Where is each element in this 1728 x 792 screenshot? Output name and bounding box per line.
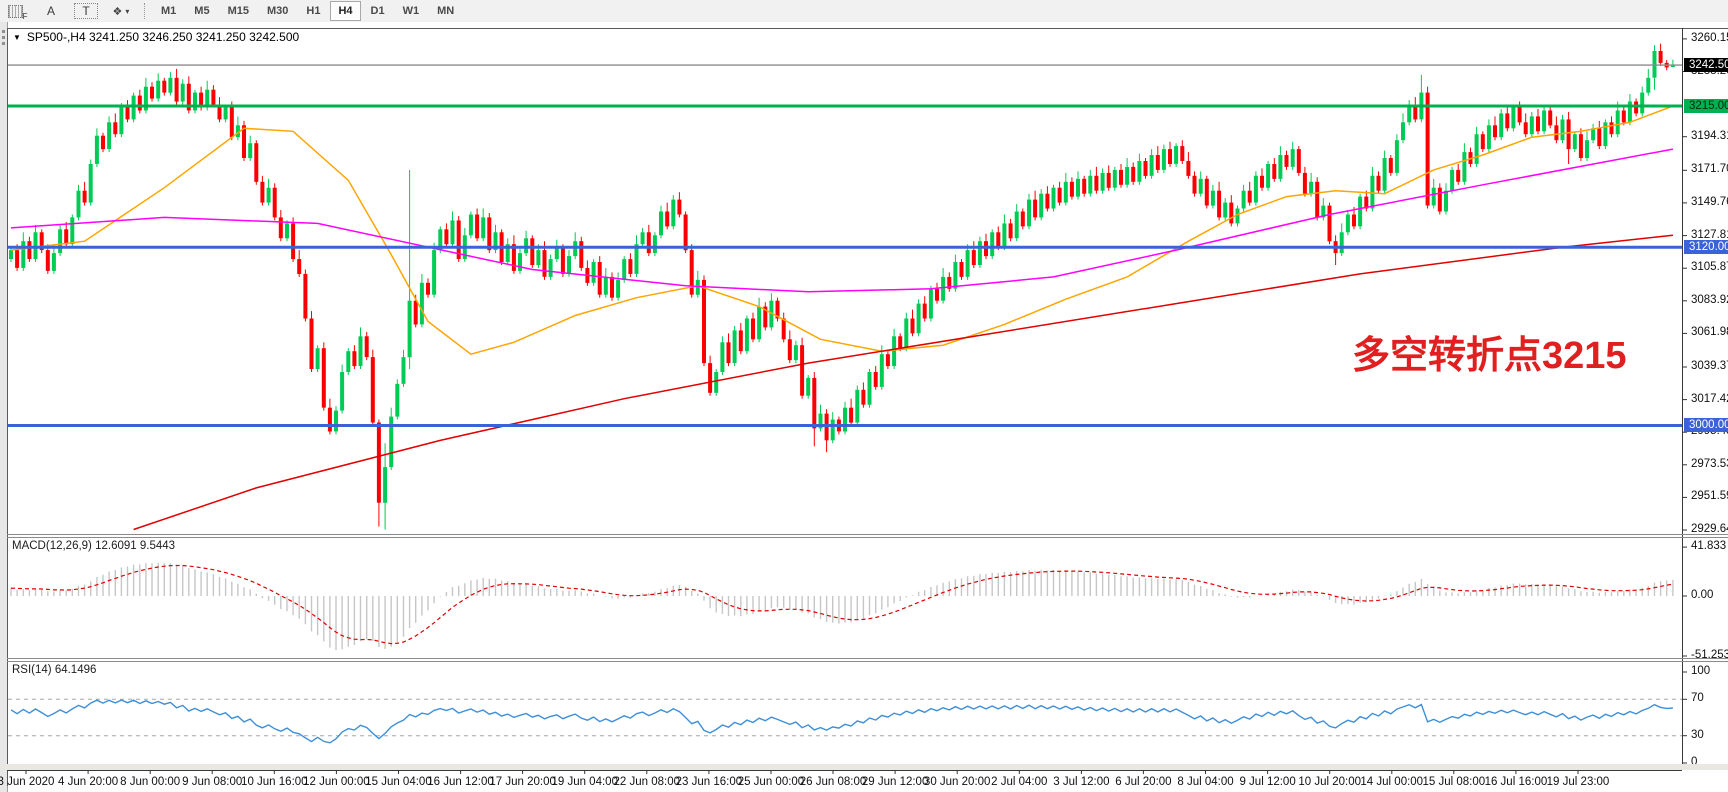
rsi-tick-label: 30 (1691, 728, 1704, 741)
time-axis-label: 16 Jun 12:00 (427, 776, 494, 788)
timeframe-button-h1[interactable]: H1 (306, 5, 321, 17)
time-axis-label: 14 Jul 00:00 (1360, 776, 1424, 788)
time-axis-label: 9 Jun 08:00 (182, 776, 243, 788)
timeframe-button-m30[interactable]: M30 (266, 5, 289, 17)
timeframe-button-m15[interactable]: M15 (227, 5, 249, 17)
timeframe-button-m5[interactable]: M5 (194, 5, 210, 17)
time-axis-label: 10 Jun 16:00 (241, 776, 308, 788)
macd-indicator-label: MACD(12,26,9) 12.6091 9.5443 (12, 540, 176, 552)
window-bottom-edge (0, 764, 1728, 770)
time-axis-label: 16 Jul 16:00 (1484, 776, 1548, 788)
macd-tick-label: -51.2535 (1691, 648, 1728, 661)
timeframe-buttons: M1 M5 M15 M30 H1 H4 D1 W1 MN (152, 1, 463, 21)
cursor-tool-button[interactable]: ❖ ▾ (110, 2, 132, 20)
time-axis-label: 23 Jun 16:00 (675, 776, 743, 788)
time-axis-label: 8 Jul 04:00 (1177, 776, 1234, 788)
chart-text-annotation: 多空转折点3215 (1352, 335, 1627, 377)
rsi-indicator-label: RSI(14) 64.1496 (12, 664, 97, 676)
symbol-collapse-icon[interactable]: ▼ (13, 32, 21, 42)
time-axis-label: 12 Jun 00:00 (303, 776, 370, 788)
letter-a-icon: A (46, 4, 55, 18)
time-axis-label: 17 Jun 20:00 (489, 776, 556, 788)
rsi-tick-label: 70 (1691, 692, 1704, 705)
price-tick-label: 3127.815 (1691, 228, 1728, 241)
price-tick-label: 3105.870 (1691, 261, 1728, 274)
crosshair-icon: ❖ (112, 5, 123, 18)
time-axis-label: 25 Jun 00:00 (737, 776, 805, 788)
time-axis-label: 26 Jun 08:00 (799, 776, 867, 788)
chart-window[interactable]: ▼ SP500-,H4 3241.250 3246.250 3241.250 3… (0, 22, 1728, 792)
price-tick-label: 3039.370 (1691, 359, 1728, 372)
price-tick-label: 3260.150 (1691, 31, 1728, 44)
price-tick-label: 3061.980 (1691, 326, 1728, 339)
price-badge-support-line: 3000.000 (1684, 418, 1728, 433)
price-tick-label: 3017.425 (1691, 392, 1728, 405)
rsi-tick-label: 100 (1691, 665, 1711, 677)
time-axis-label: 8 Jun 00:00 (120, 776, 181, 788)
letter-t-icon: T (82, 4, 90, 18)
price-tick-label: 3194.315 (1691, 129, 1728, 142)
text-tool-button[interactable]: T (74, 3, 98, 19)
time-axis-label: 2 Jul 04:00 (991, 776, 1048, 788)
chart-title-bar: ▼ SP500-,H4 3241.250 3246.250 3241.250 3… (13, 30, 299, 44)
toolbar-separator (144, 3, 146, 19)
price-badge-current-price: 3242.500 (1684, 58, 1728, 73)
price-badge-resistance-line: 3215.000 (1684, 99, 1728, 113)
time-axis-label: 10 Jul 20:00 (1298, 776, 1362, 788)
price-badge-support-line: 3120.000 (1684, 240, 1728, 255)
price-tick-label: 3083.925 (1691, 293, 1728, 306)
price-tick-label: 2951.590 (1691, 490, 1728, 503)
time-axis-label: 22 Jun 08:00 (613, 776, 681, 788)
symbol-ohlc-title: SP500-,H4 3241.250 3246.250 3241.250 324… (26, 30, 300, 44)
time-axis-label: 3 Jul 12:00 (1053, 776, 1110, 788)
rsi-tick-label: 0 (1691, 756, 1698, 768)
time-axis-label: 30 Jun 20:00 (923, 776, 991, 788)
timeframe-button-w1[interactable]: W1 (402, 5, 420, 17)
price-tick-label: 3171.705 (1691, 163, 1728, 176)
time-axis-label: 15 Jul 08:00 (1422, 776, 1486, 788)
macd-tick-label: 41.833 (1691, 540, 1727, 553)
chart-canvas[interactable] (0, 22, 1728, 792)
timeframe-button-d1[interactable]: D1 (370, 5, 385, 17)
time-axis-label: 4 Jun 20:00 (58, 776, 119, 788)
price-tick-label: 2929.645 (1691, 523, 1728, 536)
timeframe-button-mn[interactable]: MN (437, 5, 455, 17)
price-tick-label: 3149.760 (1691, 195, 1728, 208)
price-tick-label: 2973.535 (1691, 457, 1728, 470)
time-axis-label: 19 Jul 23:00 (1546, 776, 1610, 788)
arrow-tool-button[interactable]: A (40, 2, 62, 20)
chart-shift-button[interactable]: F (4, 2, 28, 21)
time-axis-label: 15 Jun 04:00 (365, 776, 432, 788)
time-axis-label: 6 Jul 20:00 (1115, 776, 1172, 788)
chevron-down-icon: ▾ (125, 6, 130, 16)
time-axis-label: 29 Jun 12:00 (861, 776, 929, 788)
timeframe-button-h4[interactable]: H4 (330, 1, 361, 21)
grid-icon: F (7, 4, 28, 21)
time-axis-label: 3 Jun 2020 (0, 776, 55, 788)
macd-tick-label: 0.00 (1691, 589, 1714, 601)
timeframe-button-m1[interactable]: M1 (161, 5, 177, 17)
time-axis-label: 19 Jun 04:00 (551, 776, 618, 788)
top-toolbar: F A T ❖ ▾ M1 M5 M15 M30 H1 H4 D1 W1 MN (0, 0, 1728, 23)
time-axis-label: 9 Jul 12:00 (1239, 776, 1296, 788)
